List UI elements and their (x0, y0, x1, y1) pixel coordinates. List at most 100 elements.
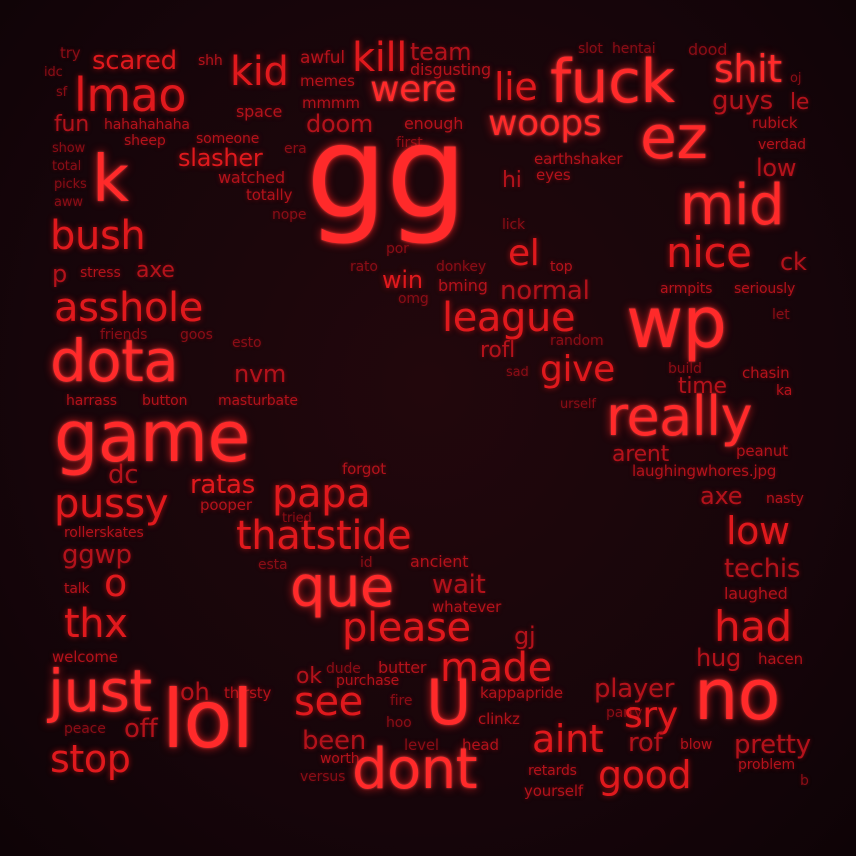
cloud-word: enough (404, 114, 464, 133)
cloud-word: were (370, 69, 457, 110)
cloud-word: level (404, 736, 439, 754)
cloud-word: time (678, 374, 727, 399)
cloud-word: bush (50, 213, 146, 259)
cloud-word: shh (198, 53, 223, 69)
cloud-word: fun (54, 112, 89, 137)
cloud-word: really (606, 385, 753, 448)
cloud-word: shit (714, 47, 782, 91)
cloud-word: esta (258, 557, 288, 573)
cloud-word: peanut (736, 442, 788, 460)
cloud-word: hug (696, 644, 741, 672)
cloud-word: ka (776, 383, 793, 399)
cloud-word: party (606, 705, 643, 721)
cloud-word: versus (300, 769, 346, 785)
cloud-word: stop (50, 737, 131, 781)
cloud-word: hacen (758, 650, 803, 668)
cloud-word: o (104, 561, 127, 605)
cloud-word: hoo (386, 715, 412, 731)
cloud-word: off (124, 714, 158, 744)
cloud-word: made (440, 645, 552, 691)
cloud-word: fuck (550, 47, 675, 117)
cloud-word: disgusting (410, 60, 491, 79)
cloud-word: lick (502, 217, 526, 233)
cloud-word: worth (320, 751, 360, 767)
cloud-word: armpits (660, 281, 713, 297)
cloud-word: goos (180, 327, 213, 343)
cloud-word: rollerskates (64, 525, 144, 541)
cloud-word: idc (44, 65, 63, 80)
cloud-word: good (598, 753, 692, 797)
cloud-word: oj (790, 71, 802, 86)
cloud-word: sheep (124, 133, 166, 149)
cloud-word: seriously (734, 281, 796, 297)
cloud-word: sf (56, 85, 68, 100)
cloud-word: k (92, 143, 129, 217)
cloud-word: esto (232, 335, 262, 351)
cloud-word: slot (578, 41, 603, 57)
cloud-word: verdad (758, 137, 806, 153)
cloud-word: slasher (178, 144, 263, 172)
cloud-word: random (550, 333, 604, 349)
cloud-word: harrass (66, 393, 117, 409)
cloud-word: dont (352, 737, 478, 802)
cloud-word: que (290, 555, 394, 620)
cloud-word: aint (532, 717, 604, 761)
cloud-word: gj (514, 622, 536, 650)
cloud-word: arent (612, 442, 670, 467)
cloud-word: top (550, 259, 573, 275)
cloud-word: aww (54, 195, 83, 210)
cloud-word: blow (680, 737, 713, 753)
cloud-word: button (142, 393, 188, 409)
cloud-word: memes (300, 72, 355, 90)
cloud-word: show (52, 141, 86, 156)
cloud-word: laughingwhores.jpg (632, 462, 777, 480)
cloud-word: no (694, 654, 780, 736)
cloud-word: asshole (54, 285, 203, 331)
cloud-word: yourself (524, 782, 584, 800)
cloud-word: please (342, 605, 471, 651)
cloud-word: clinkz (478, 710, 520, 728)
cloud-word: ggwp (62, 540, 132, 570)
cloud-word: rato (350, 259, 378, 275)
cloud-word: sad (506, 365, 529, 380)
cloud-word: give (540, 349, 615, 390)
cloud-word: space (236, 102, 283, 121)
cloud-word: try (60, 44, 81, 62)
cloud-word: picks (54, 177, 87, 192)
cloud-word: team (410, 38, 472, 66)
cloud-word: thatstide (236, 513, 412, 559)
cloud-word: low (756, 154, 797, 182)
cloud-word: lmao (74, 68, 187, 122)
cloud-word: gg (306, 99, 467, 248)
cloud-word: normal (500, 276, 590, 306)
cloud-word: stress (80, 265, 121, 281)
cloud-word: nope (272, 207, 307, 223)
cloud-word: b (800, 773, 809, 789)
cloud-word: lol (162, 673, 254, 766)
cloud-word: ez (640, 103, 708, 173)
cloud-word: total (52, 159, 82, 174)
cloud-word: nice (666, 228, 752, 277)
cloud-word: scared (92, 46, 177, 76)
cloud-word: win (382, 266, 423, 294)
cloud-word: p (52, 260, 67, 288)
cloud-word: kid (230, 49, 289, 95)
cloud-word: player (594, 674, 675, 704)
cloud-word: purchase (336, 673, 400, 689)
cloud-word: oh (180, 678, 210, 706)
cloud-word: omg (398, 291, 429, 307)
cloud-word: ok (296, 664, 322, 689)
cloud-word: awful (300, 48, 345, 68)
cloud-word: whatever (432, 598, 502, 616)
cloud-word: ck (780, 248, 807, 276)
cloud-word: lie (494, 65, 538, 109)
cloud-word: id (360, 555, 373, 571)
cloud-word: dood (688, 40, 728, 59)
cloud-word: nvm (234, 360, 287, 388)
cloud-word: let (772, 307, 790, 323)
cloud-word: axe (136, 258, 175, 283)
cloud-word: wp (626, 282, 727, 364)
cloud-word: forgot (342, 460, 387, 478)
cloud-word: head (462, 736, 499, 754)
cloud-word: talk (64, 581, 90, 597)
